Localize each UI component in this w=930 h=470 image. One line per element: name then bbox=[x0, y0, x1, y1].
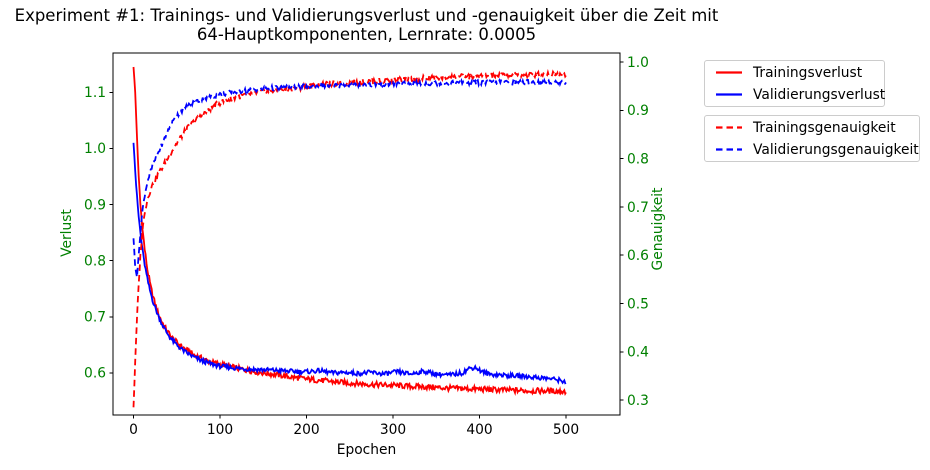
y-left-tick-label: 0.9 bbox=[84, 197, 106, 213]
legend-label: Trainingsverlust bbox=[753, 64, 863, 81]
y-right-axis-label: Genauigkeit bbox=[650, 187, 666, 271]
legend-loss: Trainingsverlust Validierungsverlust bbox=[704, 60, 885, 107]
y-left-tick-label: 0.8 bbox=[84, 253, 106, 269]
legend-line-trainingsgenauigkeit-icon bbox=[716, 126, 742, 129]
legend-item-validierungsgenauigkeit: Validierungsgenauigkeit bbox=[705, 140, 919, 159]
series-validierungsverlust bbox=[132, 142, 567, 385]
legend-accuracy: Trainingsgenauigkeit Validierungsgenauig… bbox=[704, 115, 920, 162]
y-right-tick-label: 0.6 bbox=[627, 248, 649, 264]
legend-label: Validierungsgenauigkeit bbox=[753, 141, 919, 158]
x-tick-label: 300 bbox=[380, 422, 406, 438]
chart-title: Experiment #1: Trainings- und Validierun… bbox=[3, 6, 730, 44]
series-trainingsgenauigkeit bbox=[132, 68, 567, 408]
y-right-tick-label: 0.5 bbox=[627, 296, 649, 312]
chart-title-line2: 64-Hauptkomponenten, Lernrate: 0.0005 bbox=[196, 25, 537, 44]
y-right-tick-label: 0.8 bbox=[627, 152, 649, 168]
x-tick-label: 400 bbox=[466, 422, 492, 438]
y-left-tick-label: 0.7 bbox=[84, 310, 106, 326]
legend-line-trainingsverlust-icon bbox=[716, 71, 742, 74]
x-tick-label: 500 bbox=[553, 422, 579, 438]
y-left-axis-label: Verlust bbox=[59, 209, 75, 257]
series-trainingsverlust bbox=[132, 66, 567, 396]
legend-item-trainingsverlust: Trainingsverlust bbox=[705, 63, 884, 82]
x-tick-label: 0 bbox=[129, 422, 138, 438]
legend-line-validierungsgenauigkeit-icon bbox=[716, 148, 742, 151]
y-right-tick-label: 0.3 bbox=[627, 393, 649, 409]
legend-item-validierungsverlust: Validierungsverlust bbox=[705, 85, 886, 104]
x-tick-label: 200 bbox=[293, 422, 319, 438]
plot-border bbox=[112, 52, 621, 416]
y-left-tick-label: 1.1 bbox=[84, 85, 106, 101]
legend-item-trainingsgenauigkeit: Trainingsgenauigkeit bbox=[705, 118, 919, 137]
legend-label: Trainingsgenauigkeit bbox=[753, 119, 896, 136]
x-axis-label: Epochen bbox=[336, 442, 397, 458]
series-validierungsgenauigkeit bbox=[132, 77, 567, 278]
x-tick-label: 100 bbox=[207, 422, 233, 438]
y-left-tick-label: 0.6 bbox=[84, 366, 106, 382]
y-right-tick-label: 1.0 bbox=[627, 55, 649, 71]
legend-label: Validierungsverlust bbox=[753, 86, 886, 103]
y-right-tick-label: 0.9 bbox=[627, 103, 649, 119]
legend-line-validierungsverlust-icon bbox=[716, 93, 742, 96]
y-left-tick-label: 1.0 bbox=[84, 141, 106, 157]
chart-title-line1: Experiment #1: Trainings- und Validierun… bbox=[14, 6, 719, 25]
y-right-tick-label: 0.7 bbox=[627, 200, 649, 216]
y-right-tick-label: 0.4 bbox=[627, 345, 649, 361]
